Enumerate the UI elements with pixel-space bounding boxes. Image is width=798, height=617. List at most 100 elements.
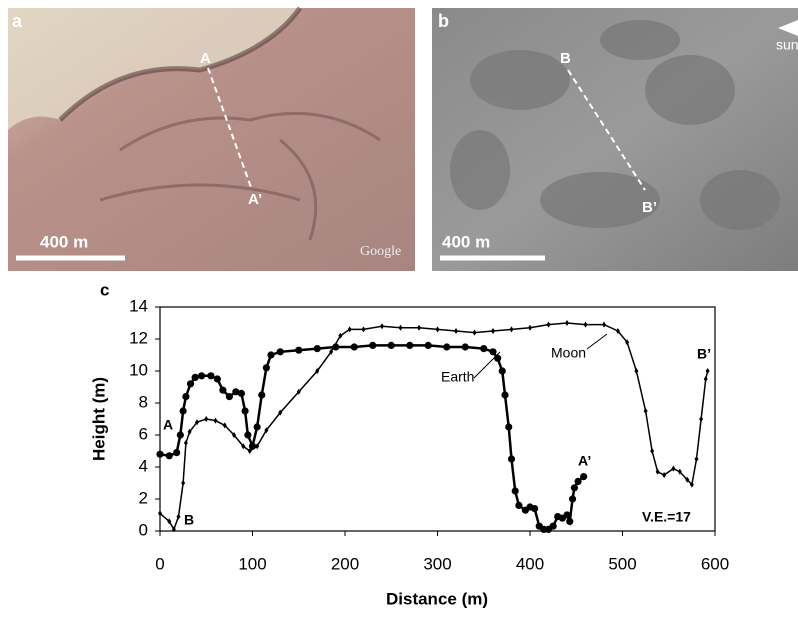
point xyxy=(563,511,571,519)
point xyxy=(350,343,358,351)
x-tick-label: 200 xyxy=(331,554,359,573)
annotation: V.E.=17 xyxy=(642,509,691,525)
point xyxy=(480,345,488,353)
point xyxy=(387,341,395,349)
point xyxy=(213,417,218,424)
series-line xyxy=(159,344,585,531)
point xyxy=(181,480,186,486)
scarp xyxy=(99,111,381,241)
point xyxy=(296,388,301,395)
y-tick-label: 14 xyxy=(129,296,148,315)
point xyxy=(615,328,620,334)
point xyxy=(491,328,495,334)
point xyxy=(176,513,181,520)
point xyxy=(241,443,246,450)
point xyxy=(417,324,421,331)
point xyxy=(276,348,284,356)
point xyxy=(505,423,513,431)
credit: Google xyxy=(360,244,401,259)
annotation: B xyxy=(184,512,194,528)
point xyxy=(179,407,187,415)
x-tick-label: 500 xyxy=(608,554,636,573)
point xyxy=(498,367,506,375)
point xyxy=(232,432,236,438)
point xyxy=(232,388,240,396)
series-line xyxy=(159,322,709,532)
profile-end: A’ xyxy=(248,191,262,208)
point xyxy=(253,423,261,431)
panel-letter: b xyxy=(438,11,449,31)
point xyxy=(183,440,188,446)
point xyxy=(225,393,233,401)
scale-label: 400 m xyxy=(442,232,490,251)
point xyxy=(472,329,477,336)
point xyxy=(546,321,551,328)
point xyxy=(267,351,275,359)
profile-line xyxy=(207,67,253,191)
point xyxy=(677,468,682,475)
y-tick-label: 2 xyxy=(139,488,148,507)
point xyxy=(424,341,432,349)
profile-start: A xyxy=(200,50,211,67)
annotation: A xyxy=(163,417,173,433)
point xyxy=(565,320,569,326)
y-tick-label: 8 xyxy=(139,392,148,411)
point xyxy=(489,348,497,356)
sun-label: sun xyxy=(776,37,798,53)
point xyxy=(195,419,199,426)
annotation: A’ xyxy=(578,453,591,469)
x-axis-label: Distance (m) xyxy=(386,589,488,608)
point xyxy=(602,321,606,328)
x-tick-label: 300 xyxy=(423,554,451,573)
point xyxy=(574,477,582,485)
point xyxy=(262,364,270,372)
x-tick-label: 0 xyxy=(155,554,164,573)
panel-letter: c xyxy=(100,280,109,299)
leader-line xyxy=(586,333,608,350)
leader-line xyxy=(473,351,501,379)
point xyxy=(264,427,269,434)
point xyxy=(258,391,266,399)
point xyxy=(528,324,532,331)
y-tick-label: 0 xyxy=(139,520,148,539)
panel-letter: a xyxy=(12,11,23,31)
point xyxy=(634,368,639,374)
point xyxy=(703,376,708,382)
y-tick-label: 4 xyxy=(139,456,148,475)
point xyxy=(580,473,588,481)
point xyxy=(156,450,164,458)
point xyxy=(705,368,710,374)
point xyxy=(531,505,539,513)
point xyxy=(454,328,458,334)
point xyxy=(329,348,334,355)
panel-b: b 400 m B B’ sun xyxy=(432,8,798,271)
point xyxy=(662,472,667,478)
point xyxy=(568,495,577,503)
point xyxy=(406,341,414,349)
point xyxy=(176,431,184,439)
point xyxy=(173,449,181,457)
y-axis-label: Height (m) xyxy=(89,377,108,461)
annotation: Moon xyxy=(551,345,586,361)
point xyxy=(435,326,440,333)
point xyxy=(198,372,206,380)
point xyxy=(241,407,249,415)
terrain xyxy=(450,20,780,230)
point xyxy=(494,354,502,362)
point xyxy=(247,448,252,454)
point xyxy=(570,484,579,492)
y-tick-label: 6 xyxy=(139,424,148,443)
point xyxy=(566,517,574,526)
point xyxy=(186,380,195,388)
point xyxy=(685,476,690,483)
point xyxy=(689,481,694,488)
point xyxy=(443,343,451,351)
point xyxy=(165,452,173,460)
point xyxy=(509,326,514,333)
point xyxy=(222,422,227,429)
point xyxy=(643,408,648,414)
point xyxy=(207,372,215,380)
point xyxy=(313,345,321,353)
point xyxy=(515,501,523,509)
